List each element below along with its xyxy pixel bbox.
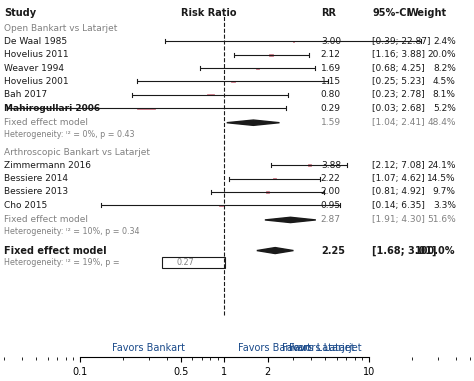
Text: Favors Bankart: Favors Bankart (238, 343, 311, 353)
FancyBboxPatch shape (273, 178, 276, 179)
Text: Favors Bankart: Favors Bankart (112, 343, 185, 353)
Text: 1.59: 1.59 (321, 118, 341, 127)
Text: Arthroscopic Bankart vs Latarjet: Arthroscopic Bankart vs Latarjet (4, 147, 150, 157)
Text: Study: Study (4, 8, 36, 19)
Text: RR: RR (321, 8, 336, 19)
Text: De Waal 1985: De Waal 1985 (4, 37, 67, 46)
Text: 1.15: 1.15 (321, 77, 341, 86)
Text: Bessiere 2013: Bessiere 2013 (4, 187, 68, 197)
Text: 4.5%: 4.5% (433, 77, 456, 86)
Text: Heterogeneity: ᴵ² = 10%, p = 0.34: Heterogeneity: ᴵ² = 10%, p = 0.34 (4, 227, 140, 237)
FancyBboxPatch shape (231, 81, 235, 82)
Polygon shape (265, 217, 316, 223)
Text: Favors Latarjet: Favors Latarjet (289, 343, 362, 353)
Text: 95%-CI: 95%-CI (372, 8, 410, 19)
Text: Heterogeneity: ᴵ² = 19%, p =: Heterogeneity: ᴵ² = 19%, p = (4, 258, 120, 267)
Text: [1.91; 4.30]: [1.91; 4.30] (372, 215, 425, 224)
FancyBboxPatch shape (219, 205, 223, 206)
FancyBboxPatch shape (255, 67, 259, 69)
Text: 3.88: 3.88 (321, 161, 341, 170)
Text: [0.03; 2.68]: [0.03; 2.68] (372, 104, 425, 112)
Text: Weight: Weight (408, 8, 447, 19)
FancyBboxPatch shape (207, 94, 214, 95)
Text: Fixed effect model: Fixed effect model (4, 246, 107, 256)
FancyBboxPatch shape (266, 191, 269, 192)
Text: Mahirogullari 2006: Mahirogullari 2006 (4, 104, 100, 112)
Text: Open Bankart vs Latarjet: Open Bankart vs Latarjet (4, 24, 118, 33)
Text: 5.2%: 5.2% (433, 104, 456, 112)
Text: Favors Latarjet: Favors Latarjet (282, 343, 355, 353)
Text: Hovelius 2011: Hovelius 2011 (4, 50, 69, 59)
Text: [0.39; 22.87]: [0.39; 22.87] (372, 37, 430, 46)
Polygon shape (227, 120, 280, 125)
Text: 3.3%: 3.3% (433, 201, 456, 210)
Text: [1.68; 3.01]: [1.68; 3.01] (372, 245, 437, 256)
Text: Heterogeneity: ᴵ² = 0%, p = 0.43: Heterogeneity: ᴵ² = 0%, p = 0.43 (4, 130, 135, 139)
Text: 2.87: 2.87 (321, 215, 341, 224)
Text: [0.81; 4.92]: [0.81; 4.92] (372, 187, 425, 197)
Text: 0.80: 0.80 (321, 90, 341, 99)
FancyBboxPatch shape (137, 107, 155, 109)
Text: Bessiere 2014: Bessiere 2014 (4, 174, 68, 183)
Text: Zimmermann 2016: Zimmermann 2016 (4, 161, 91, 170)
FancyBboxPatch shape (308, 164, 310, 166)
Text: [0.23; 2.78]: [0.23; 2.78] (372, 90, 425, 99)
Text: 14.5%: 14.5% (427, 174, 456, 183)
Text: 24.1%: 24.1% (428, 161, 456, 170)
Text: 1.69: 1.69 (321, 64, 341, 73)
Text: 2.25: 2.25 (321, 246, 345, 256)
Text: Hovelius 2001: Hovelius 2001 (4, 77, 69, 86)
Text: [2.12; 7.08]: [2.12; 7.08] (372, 161, 425, 170)
Text: 0.95: 0.95 (321, 201, 341, 210)
Text: 2.12: 2.12 (321, 50, 341, 59)
Text: Risk Ratio: Risk Ratio (182, 8, 237, 19)
Text: 9.7%: 9.7% (433, 187, 456, 197)
Text: [1.04; 2.41]: [1.04; 2.41] (372, 118, 425, 127)
Text: Weaver 1994: Weaver 1994 (4, 64, 64, 73)
Text: [1.07; 4.62]: [1.07; 4.62] (372, 174, 425, 183)
Text: Fixed effect model: Fixed effect model (4, 215, 88, 224)
Text: [1.16; 3.88]: [1.16; 3.88] (372, 50, 425, 59)
Text: 20.0%: 20.0% (427, 50, 456, 59)
Text: 8.2%: 8.2% (433, 64, 456, 73)
Text: Bah 2017: Bah 2017 (4, 90, 47, 99)
Text: [0.14; 6.35]: [0.14; 6.35] (372, 201, 425, 210)
Text: 8.1%: 8.1% (433, 90, 456, 99)
Text: Fixed effect model: Fixed effect model (4, 118, 88, 127)
Text: Cho 2015: Cho 2015 (4, 201, 47, 210)
Text: 2.4%: 2.4% (433, 37, 456, 46)
Text: 48.4%: 48.4% (428, 118, 456, 127)
Text: [0.25; 5.23]: [0.25; 5.23] (372, 77, 425, 86)
Text: 100.0%: 100.0% (415, 246, 456, 256)
FancyBboxPatch shape (292, 41, 294, 42)
Text: 2.22: 2.22 (321, 174, 341, 183)
Text: 0.29: 0.29 (321, 104, 341, 112)
FancyBboxPatch shape (270, 54, 273, 56)
Text: 3.00: 3.00 (321, 37, 341, 46)
Text: [0.68; 4.25]: [0.68; 4.25] (372, 64, 425, 73)
Text: 0.27: 0.27 (176, 258, 194, 267)
Text: 2.00: 2.00 (321, 187, 341, 197)
Text: 51.6%: 51.6% (427, 215, 456, 224)
Polygon shape (257, 248, 293, 254)
